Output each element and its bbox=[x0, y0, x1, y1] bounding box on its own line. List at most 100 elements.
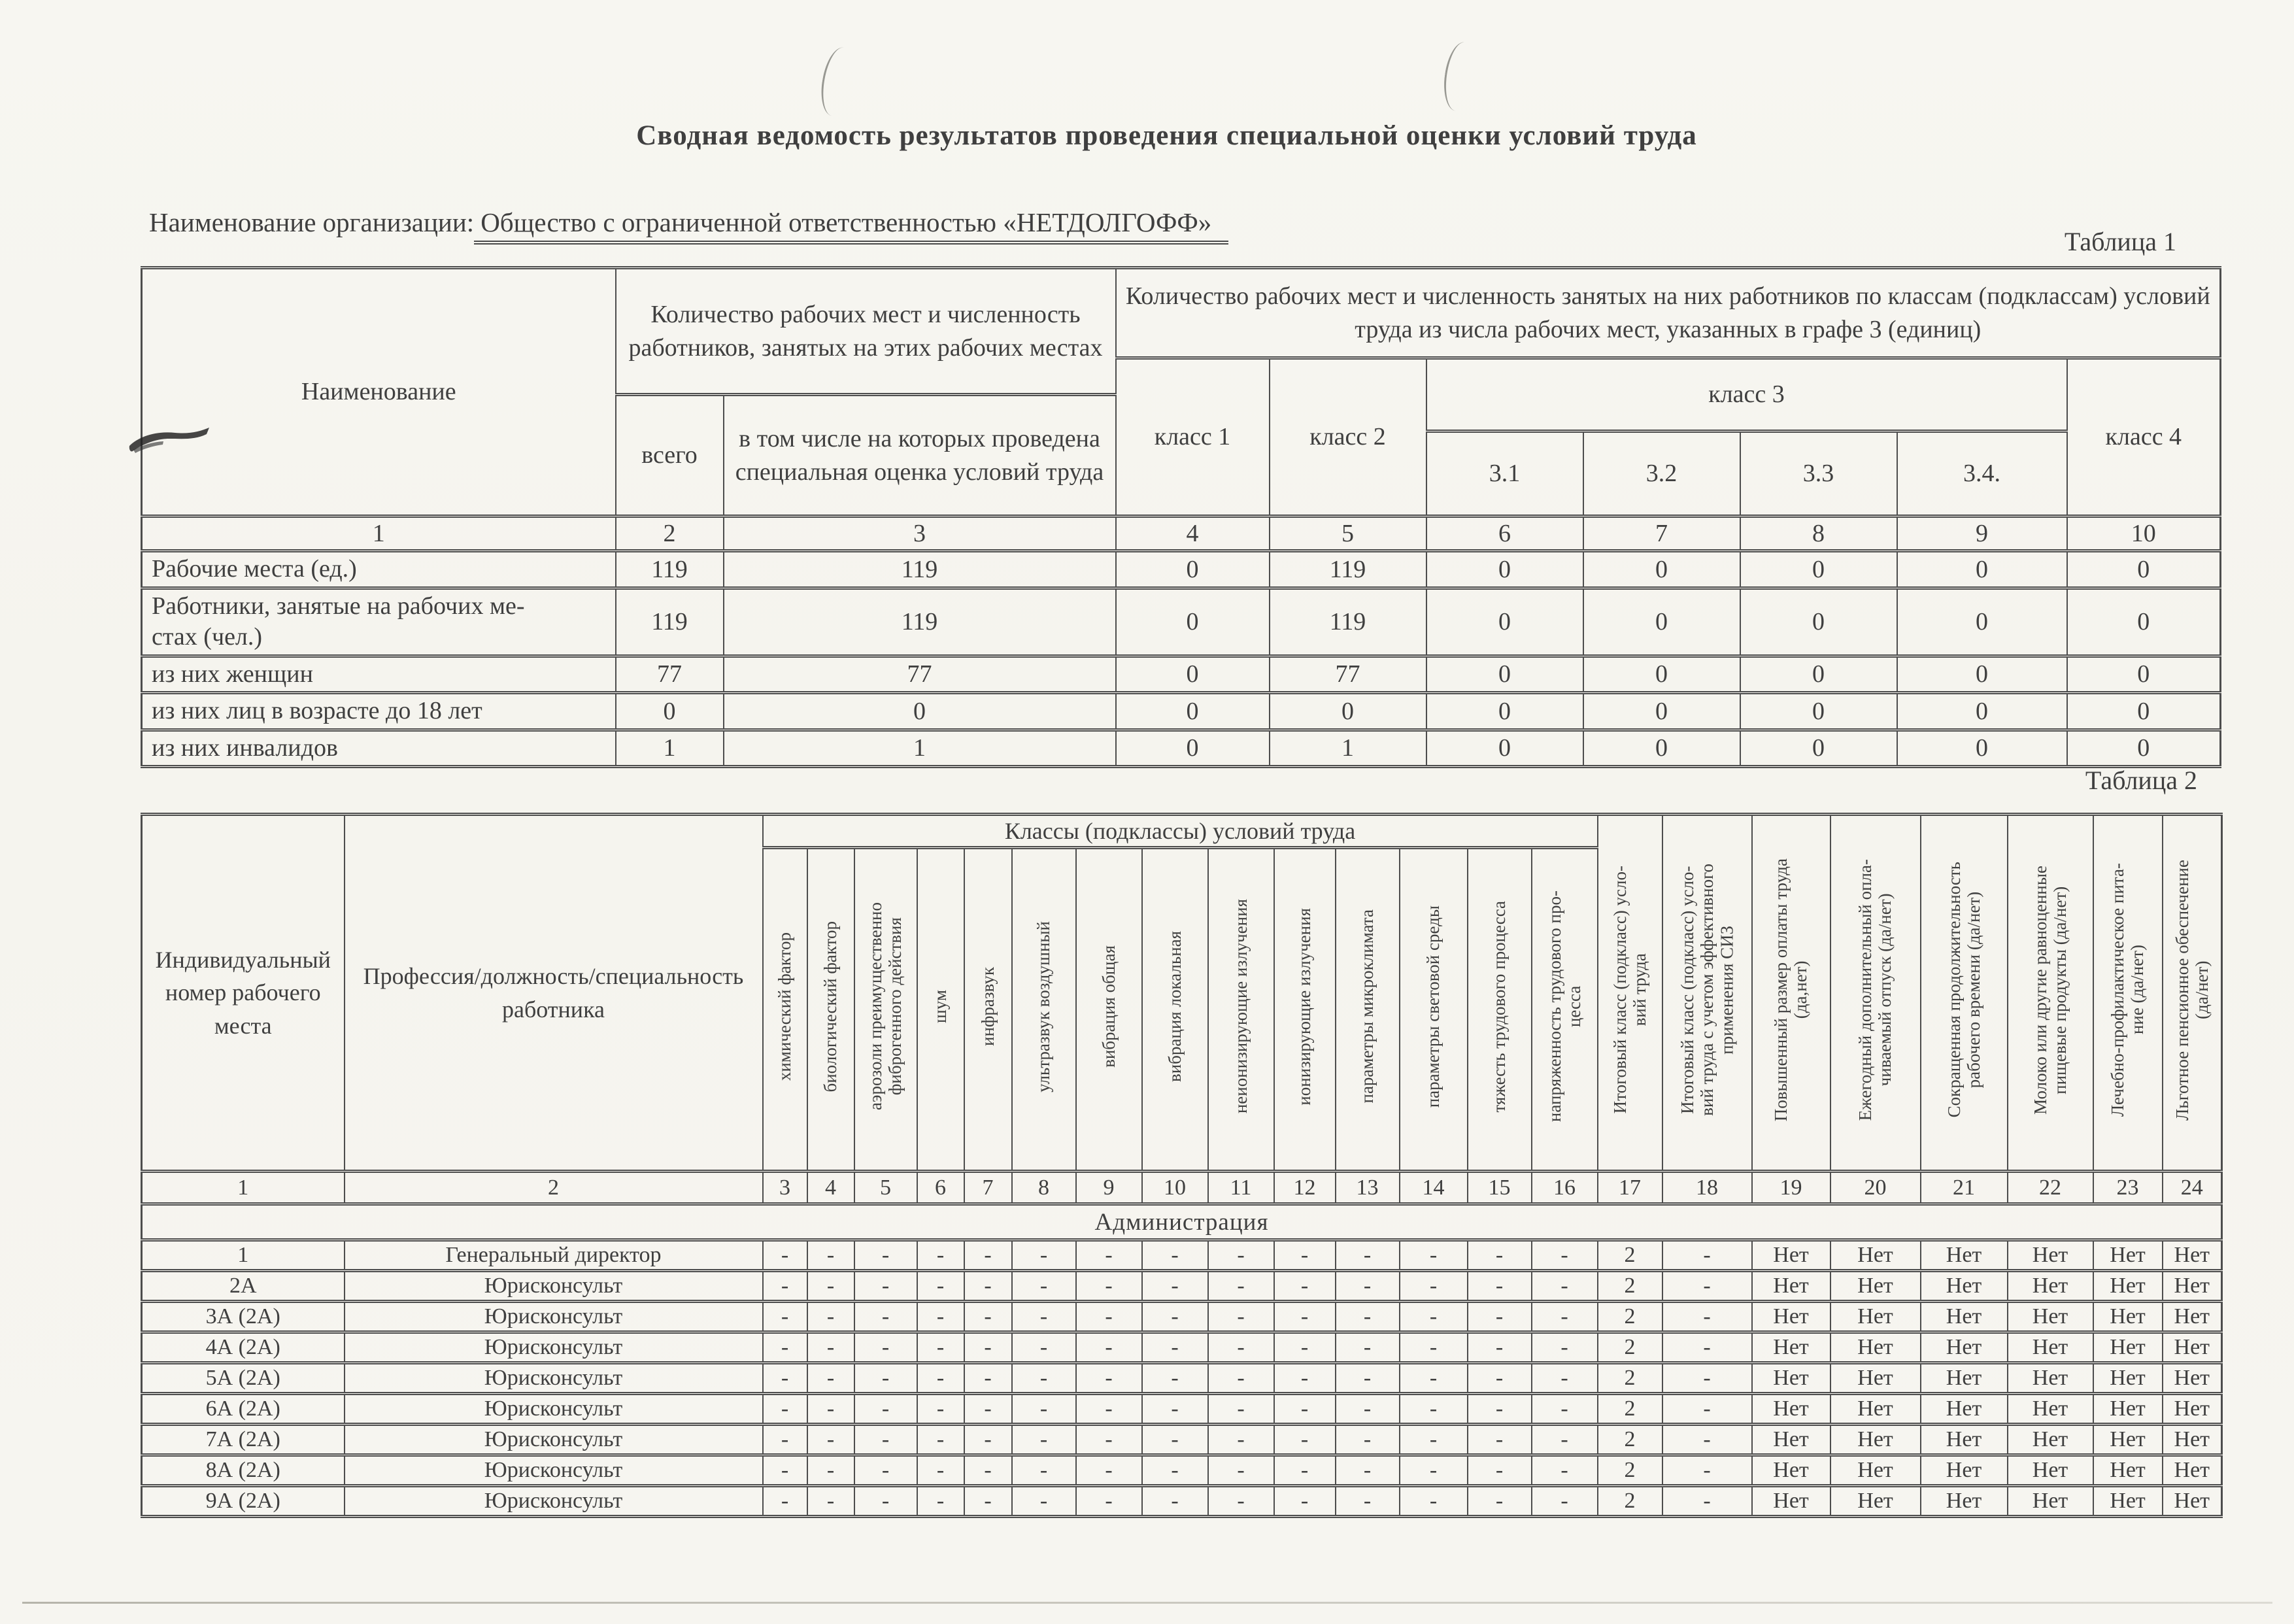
t2-colnum: 21 bbox=[1919, 1170, 2008, 1206]
t2-data-row: 3А (2А) Юрисконсульт - - - - - - - - - -… bbox=[141, 1300, 2223, 1334]
t2-cell-factor: - bbox=[853, 1300, 918, 1334]
scan-bottom-edge-line bbox=[22, 1602, 2272, 1604]
t2-header-intensity-label: напряженность трудового про- цесса bbox=[1544, 890, 1585, 1123]
t2-data-row: 5А (2А) Юрисконсульт - - - - - - - - - -… bbox=[141, 1361, 2223, 1395]
t2-colnum: 12 bbox=[1273, 1170, 1336, 1206]
t2-cell-final-class-siz: - bbox=[1661, 1453, 1753, 1487]
t2-cell-benefit: Нет bbox=[2092, 1300, 2163, 1334]
t2-cell-factor: - bbox=[1141, 1453, 1209, 1487]
t2-colnum: 11 bbox=[1207, 1170, 1275, 1206]
t2-cell-profession: Юрисконсульт bbox=[343, 1330, 764, 1364]
t2-header-final-class-label: Итоговый класс (подкласс) усло- вий труд… bbox=[1610, 866, 1650, 1114]
t2-header-ultrasound: ультразвук воздушный bbox=[1011, 846, 1077, 1173]
t2-cell-final-class-siz: - bbox=[1661, 1484, 1753, 1518]
t2-cell-benefit: Нет bbox=[1919, 1238, 2008, 1272]
t2-cell-factor: - bbox=[1530, 1269, 1598, 1303]
t2-cell-factor: - bbox=[1207, 1361, 1275, 1395]
t2-colnum: 18 bbox=[1661, 1170, 1753, 1206]
t2-header-nonionizing: неионизирующие излучения bbox=[1207, 846, 1275, 1173]
t2-cell-factor: - bbox=[762, 1453, 808, 1487]
t2-cell-factor: - bbox=[762, 1269, 808, 1303]
t2-cell-workplace-number: 8А (2А) bbox=[141, 1453, 345, 1487]
t2-cell-factor: - bbox=[1398, 1484, 1468, 1518]
t2-header-infrasound: инфразвук bbox=[963, 846, 1013, 1173]
t1-header-class3-3: 3.3 bbox=[1739, 430, 1898, 518]
t2-cell-benefit: Нет bbox=[1751, 1392, 1831, 1426]
t1-data-row: Рабочие места (ед.) 119 119 0 119 0 0 0 … bbox=[141, 549, 2221, 590]
t2-cell-factor: - bbox=[1273, 1423, 1336, 1457]
t2-cell-factor: - bbox=[916, 1238, 965, 1272]
scan-paper-crease-right bbox=[1440, 40, 1481, 113]
t2-cell-factor: - bbox=[1398, 1423, 1468, 1457]
t2-cell-factor: - bbox=[963, 1300, 1013, 1334]
t2-header-noise-label: шум bbox=[930, 989, 951, 1024]
t2-colnum: 20 bbox=[1829, 1170, 1921, 1206]
t2-cell-factor: - bbox=[916, 1300, 965, 1334]
t2-cell-factor: - bbox=[1530, 1361, 1598, 1395]
t2-data-row: 1 Генеральный директор - - - - - - - - -… bbox=[141, 1238, 2223, 1272]
t2-cell-benefit: Нет bbox=[2006, 1300, 2094, 1334]
t2-cell-factor: - bbox=[1273, 1392, 1336, 1426]
t2-cell-benefit: Нет bbox=[1751, 1484, 1831, 1518]
t2-data-row: 4А (2А) Юрисконсульт - - - - - - - - - -… bbox=[141, 1330, 2223, 1364]
table1-summary: Наименование Количество рабочих мест и ч… bbox=[141, 266, 2222, 768]
t2-cell-factor: - bbox=[1530, 1484, 1598, 1518]
t2-cell-factor: - bbox=[1466, 1330, 1532, 1364]
t2-cell-factor: - bbox=[853, 1238, 918, 1272]
t2-cell-final-class: 2 bbox=[1596, 1453, 1663, 1487]
t2-data-row: 6А (2А) Юрисконсульт - - - - - - - - - -… bbox=[141, 1392, 2223, 1426]
t1-cell-class1: 0 bbox=[1115, 654, 1270, 694]
t2-cell-benefit: Нет bbox=[2092, 1484, 2163, 1518]
t1-cell-class1: 0 bbox=[1115, 691, 1270, 732]
t2-header-reduced-hours: Сокращенная продолжительность рабочего в… bbox=[1919, 813, 2008, 1173]
org-name: Общество с ограниченной ответственностью… bbox=[474, 207, 1229, 245]
t1-header-class2: класс 2 bbox=[1268, 356, 1427, 518]
t2-cell-benefit: Нет bbox=[2006, 1423, 2094, 1457]
t2-cell-benefit: Нет bbox=[1829, 1453, 1921, 1487]
t2-column-numbers-row: 1 2 3 4 5 6 7 8 9 10 11 12 13 14 15 16 1… bbox=[141, 1170, 2223, 1206]
t1-cell-class4: 0 bbox=[2066, 691, 2221, 732]
t2-cell-benefit: Нет bbox=[1919, 1269, 2008, 1303]
t2-header-infrasound-label: инфразвук bbox=[977, 967, 998, 1046]
t2-header-vibration-general-label: вибрация общая bbox=[1098, 945, 1119, 1068]
t2-colnum: 3 bbox=[762, 1170, 808, 1206]
t2-header-severity-label: тяжесть трудового процесса bbox=[1489, 900, 1510, 1113]
t2-header-intensity: напряженность трудового про- цесса bbox=[1530, 846, 1598, 1173]
t2-cell-factor: - bbox=[963, 1392, 1013, 1426]
t1-cell-class3-3: 0 bbox=[1739, 728, 1898, 768]
t1-header-class1: класс 1 bbox=[1115, 356, 1270, 518]
t1-cell-class3-4: 0 bbox=[1896, 691, 2068, 732]
t1-header-row-3: всего в том числе на которых проведена с… bbox=[142, 393, 2221, 518]
t2-colnum: 10 bbox=[1141, 1170, 1209, 1206]
t1-column-numbers-row: 1 2 3 4 5 6 7 8 9 10 bbox=[141, 515, 2221, 552]
t2-cell-factor: - bbox=[762, 1361, 808, 1395]
t1-cell-total: 119 bbox=[615, 586, 724, 658]
t2-data-row: 2А Юрисконсульт - - - - - - - - - - - - … bbox=[141, 1269, 2223, 1303]
t2-cell-factor: - bbox=[1334, 1300, 1400, 1334]
t1-cell-total: 119 bbox=[615, 549, 724, 590]
t2-cell-benefit: Нет bbox=[2161, 1330, 2223, 1364]
t2-header-vibration-general: вибрация общая bbox=[1075, 846, 1143, 1173]
t2-cell-factor: - bbox=[762, 1392, 808, 1426]
t1-header-name: Наименование bbox=[141, 266, 616, 518]
t2-cell-benefit: Нет bbox=[2161, 1300, 2223, 1334]
t2-cell-factor: - bbox=[963, 1330, 1013, 1364]
t1-row-label: Работники, занятые на рабочих ме- стах (… bbox=[141, 586, 616, 658]
t2-cell-factor: - bbox=[916, 1330, 965, 1364]
t1-cell-class2: 77 bbox=[1268, 654, 1427, 694]
t2-cell-benefit: Нет bbox=[1751, 1238, 1831, 1272]
t2-cell-factor: - bbox=[916, 1453, 965, 1487]
t2-section-row: Администрация bbox=[141, 1202, 2223, 1242]
t2-cell-final-class: 2 bbox=[1596, 1330, 1663, 1364]
t2-cell-factor: - bbox=[806, 1238, 855, 1272]
t2-cell-factor: - bbox=[1398, 1300, 1468, 1334]
t2-cell-factor: - bbox=[853, 1330, 918, 1364]
t2-header-chemical-label: химический фактор bbox=[775, 932, 795, 1081]
t2-cell-factor: - bbox=[1141, 1392, 1209, 1426]
t2-cell-factor: - bbox=[1334, 1330, 1400, 1364]
t2-cell-factor: - bbox=[1334, 1484, 1400, 1518]
t2-cell-final-class: 2 bbox=[1596, 1484, 1663, 1518]
t2-cell-factor: - bbox=[916, 1484, 965, 1518]
t2-cell-factor: - bbox=[1273, 1453, 1336, 1487]
t2-cell-factor: - bbox=[1075, 1453, 1143, 1487]
